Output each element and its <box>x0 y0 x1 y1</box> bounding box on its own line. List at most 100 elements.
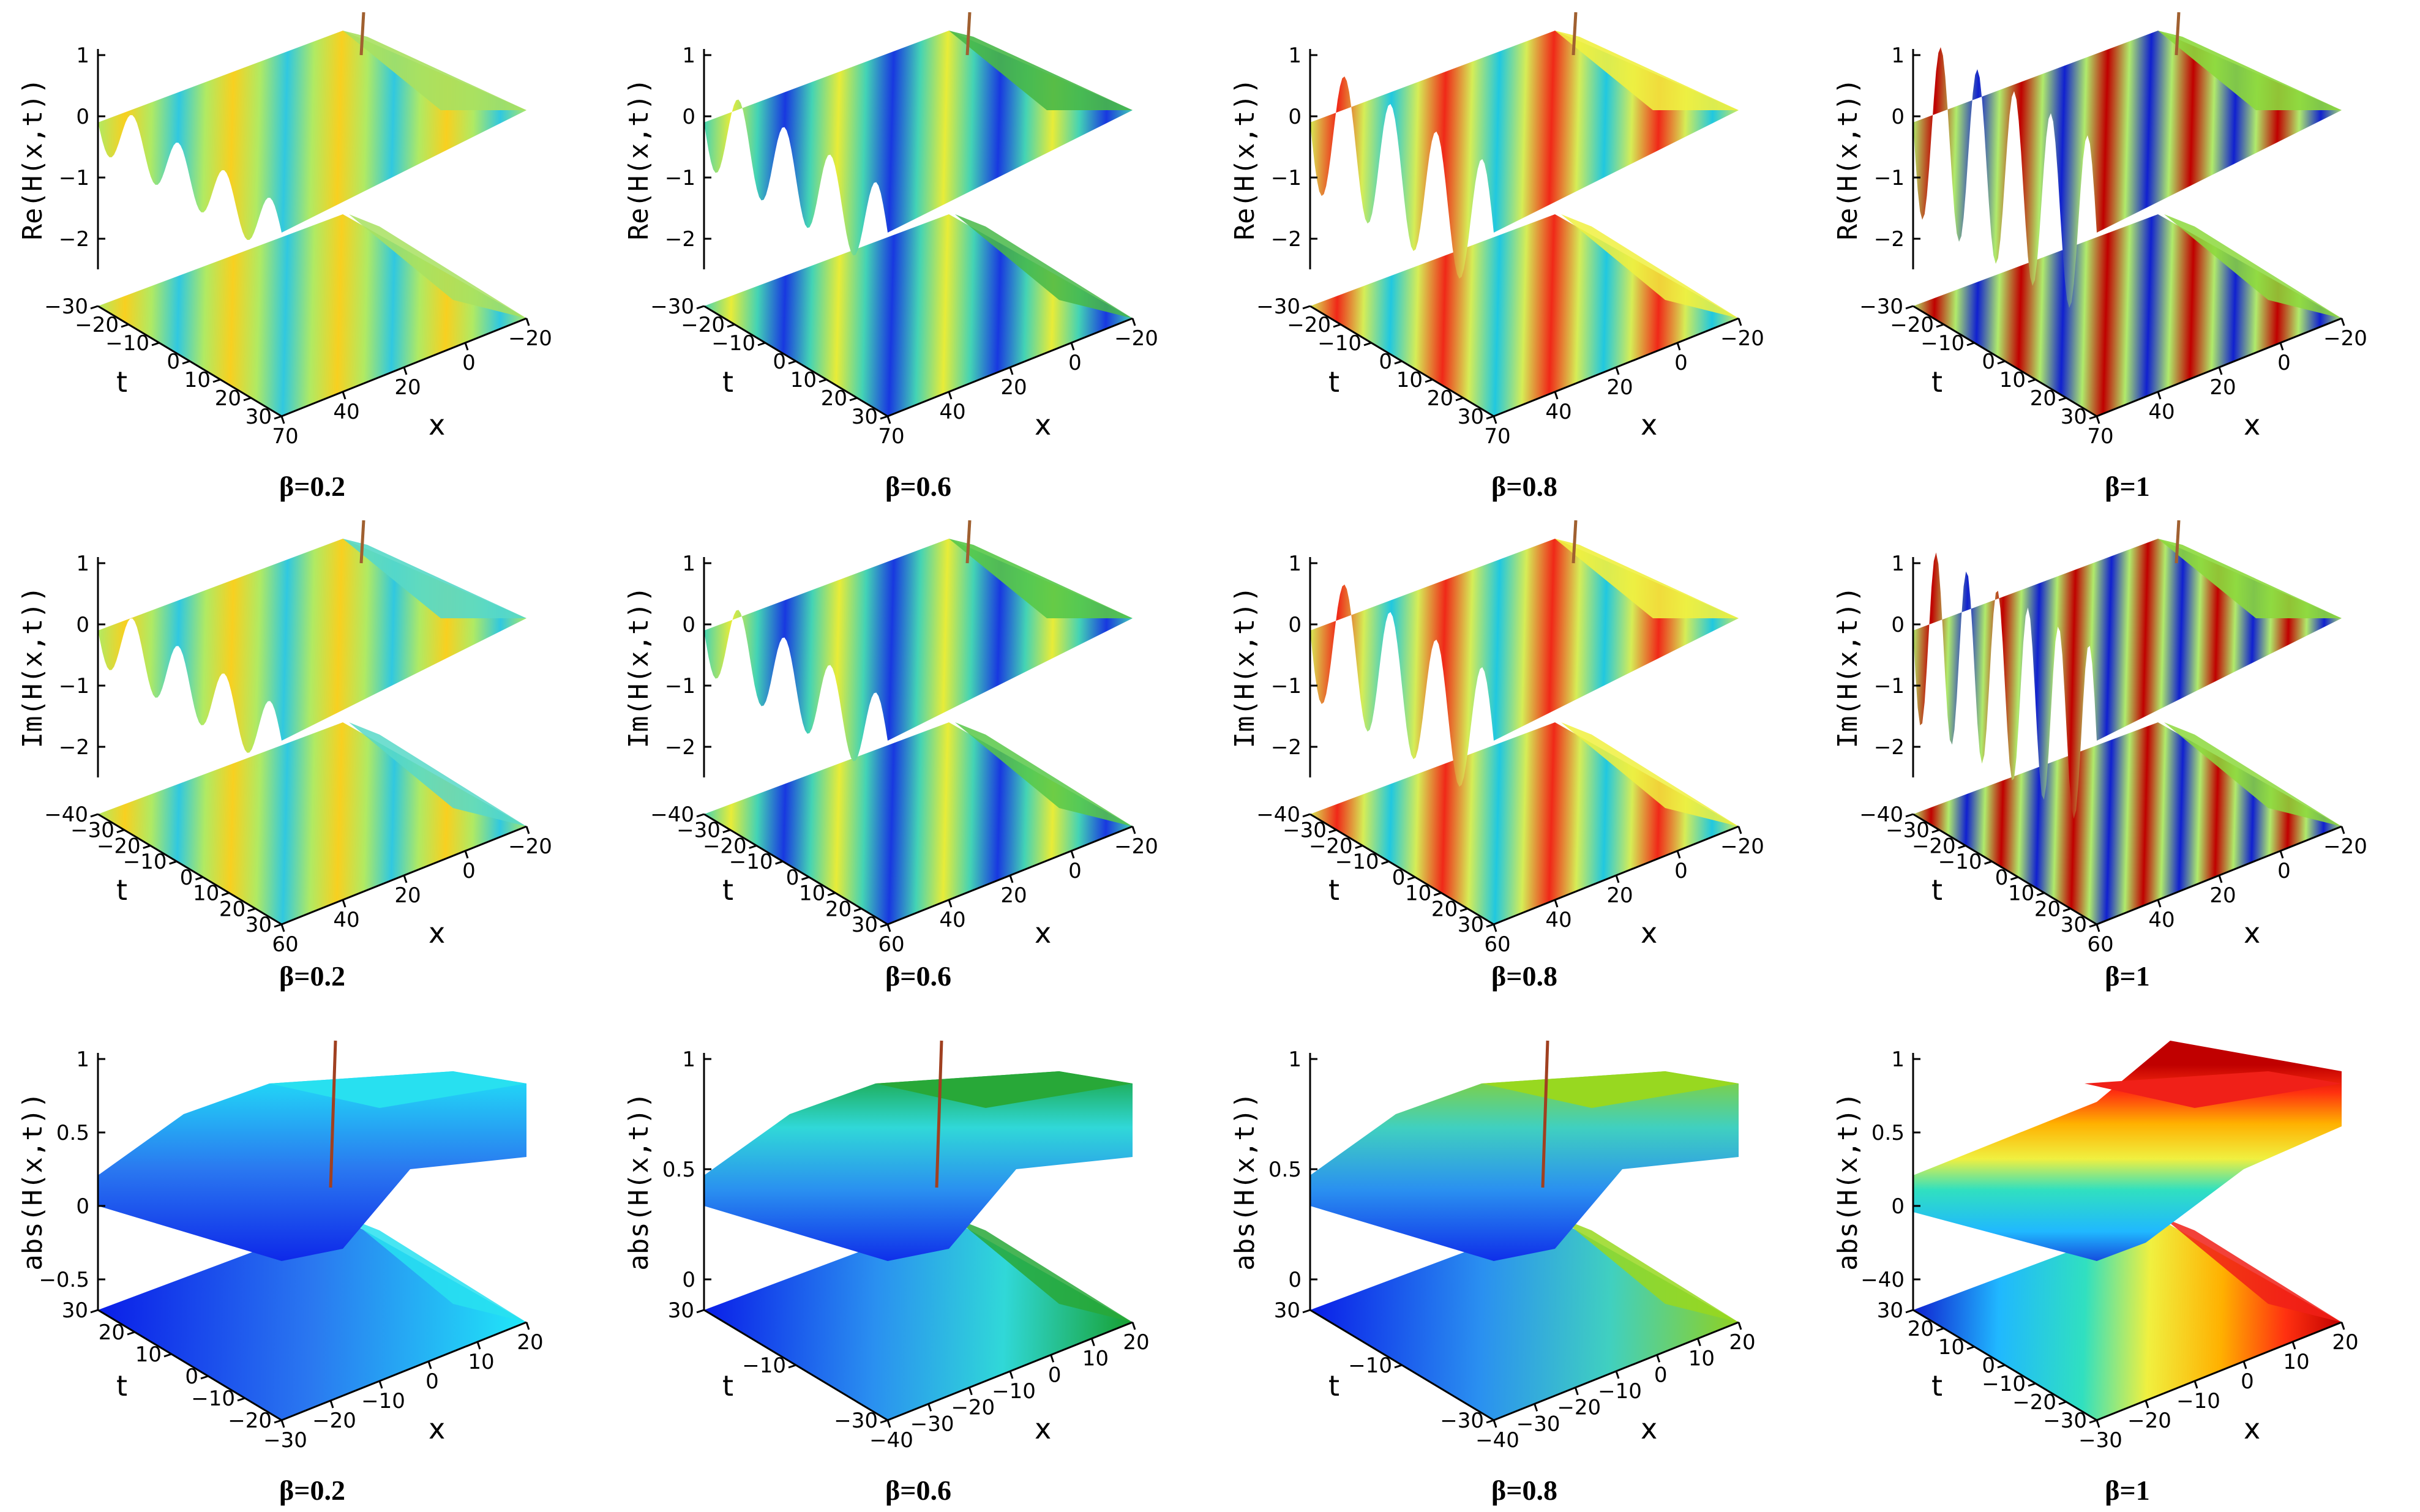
z-tick-label: −2 <box>1874 227 1905 252</box>
contour-plane-flat-region <box>349 722 526 826</box>
t-tick-label: −30 <box>1283 818 1327 843</box>
surface-plateau <box>2085 1071 2342 1108</box>
x-tick-label: 0 <box>1068 351 1082 375</box>
x-tick-label: −30 <box>263 1428 307 1453</box>
x-tick-mark <box>2242 1361 2247 1369</box>
x-tick-mark <box>886 1420 891 1428</box>
x-tick-mark <box>1676 342 1681 351</box>
t-tick-label: 0 <box>773 350 786 374</box>
t-tick-label: −30 <box>834 1409 878 1433</box>
t-tick-label: −10 <box>1335 850 1379 874</box>
panel-im-beta-0.6: 10−1−2Im(H(x,t))−40−30−20−100102030t6040… <box>623 520 1158 992</box>
z-axis-title: Im(H(x,t)) <box>1832 586 1864 749</box>
x-axis-title: x <box>1641 408 1657 441</box>
x-axis <box>2096 1321 2342 1421</box>
surface-flat-region <box>949 539 1133 618</box>
t-tick-mark <box>1486 923 1494 928</box>
x-tick-label: −10 <box>361 1389 405 1413</box>
contour-plane-flat-region <box>2164 1218 2342 1322</box>
t-tick-label: 10 <box>184 368 211 392</box>
t-tick-label: −20 <box>703 834 747 858</box>
contour-plane-flat-region <box>2164 214 2342 318</box>
panel-caption: β=0.6 <box>885 1475 951 1506</box>
t-tick-label: −20 <box>228 1409 272 1433</box>
z-tick-label: −1 <box>59 674 89 698</box>
x-tick-mark <box>342 391 347 400</box>
x-tick-mark <box>1615 875 1620 883</box>
singular-spike <box>1572 520 1578 564</box>
t-tick-mark <box>853 907 862 912</box>
x-tick-mark <box>464 850 469 859</box>
t-tick-mark <box>757 342 766 346</box>
t-tick-mark <box>1455 397 1464 402</box>
z-axis-title: abs(H(x,t)) <box>1229 1092 1261 1270</box>
t-tick-label: 10 <box>1405 881 1431 906</box>
t-tick-mark <box>1486 1419 1494 1424</box>
x-axis-title: x <box>429 1412 445 1445</box>
t-tick-label: −30 <box>1886 818 1930 843</box>
x-tick-label: 10 <box>1688 1347 1715 1371</box>
x-tick-label: 0 <box>2277 859 2291 883</box>
panel-caption: β=0.8 <box>1491 1475 1557 1506</box>
z-tick-label: −2 <box>59 227 89 252</box>
t-tick-label: −10 <box>191 1387 235 1411</box>
t-tick-mark <box>243 397 252 402</box>
t-tick-mark <box>1381 860 1390 865</box>
t-tick-mark <box>2010 876 2018 881</box>
surface-3d <box>1310 1071 1739 1261</box>
x-tick-mark <box>280 416 285 424</box>
panel-caption: β=0.8 <box>1491 960 1557 992</box>
x-tick-mark <box>2218 367 2223 375</box>
x-tick-mark <box>2096 1420 2100 1428</box>
x-tick-mark <box>2193 1380 2198 1389</box>
t-tick-label: 0 <box>167 350 180 374</box>
x-axis-title: x <box>1035 408 1051 441</box>
t-tick-mark <box>880 1419 888 1424</box>
t-axis <box>97 1309 282 1421</box>
t-tick-mark <box>274 1419 282 1424</box>
t-tick-label: 30 <box>245 913 272 937</box>
x-tick-mark <box>1070 342 1075 351</box>
t-tick-mark <box>1486 415 1494 420</box>
x-tick-label: 20 <box>517 1330 543 1355</box>
x-tick-mark <box>886 924 891 932</box>
t-tick-mark <box>1328 829 1337 834</box>
x-tick-mark <box>1574 1387 1579 1396</box>
t-tick-mark <box>880 415 888 420</box>
t-axis-title: t <box>1328 874 1339 907</box>
t-tick-mark <box>1302 813 1311 818</box>
x-tick-mark <box>948 391 953 400</box>
panel-re-beta-0.2: 10−1−2Re(H(x,t))−30−20−100102030t7040200… <box>17 12 552 502</box>
x-tick-label: 70 <box>1484 424 1510 449</box>
z-axis-title: Im(H(x,t)) <box>623 586 654 749</box>
t-tick-mark <box>2062 907 2071 912</box>
z-tick-label: 0.5 <box>1871 1121 1905 1145</box>
t-tick-mark <box>274 415 282 420</box>
x-tick-label: 0 <box>1674 351 1688 375</box>
x-tick-label: 20 <box>1606 375 1633 400</box>
t-tick-label: 30 <box>62 1298 88 1323</box>
t-tick-mark <box>2058 397 2067 402</box>
x-tick-label: 40 <box>1545 400 1572 424</box>
z-tick-label: 0 <box>1891 105 1905 129</box>
z-tick-label: 1 <box>682 552 695 576</box>
x-tick-mark <box>1131 318 1136 326</box>
t-axis-title: t <box>722 874 733 907</box>
t-tick-label: −30 <box>650 294 694 319</box>
x-tick-mark <box>1656 1354 1661 1363</box>
singular-spike <box>935 1040 943 1188</box>
x-tick-mark <box>968 1387 973 1396</box>
t-tick-mark <box>1997 1364 2006 1369</box>
z-axis-title: Re(H(x,t)) <box>623 78 654 241</box>
z-axis-title: Re(H(x,t)) <box>1832 78 1864 241</box>
x-tick-label: 40 <box>1545 908 1572 932</box>
x-tick-mark <box>403 367 408 375</box>
t-tick-label: −20 <box>2012 1390 2056 1415</box>
x-tick-label: −40 <box>869 1428 913 1453</box>
z-tick-label: 0 <box>682 105 695 129</box>
t-tick-label: 0 <box>1379 350 1392 374</box>
t-tick-label: −20 <box>75 313 119 337</box>
t-tick-mark <box>1302 1309 1311 1314</box>
t-tick-mark <box>200 1375 209 1380</box>
t-tick-label: 10 <box>2008 881 2034 906</box>
